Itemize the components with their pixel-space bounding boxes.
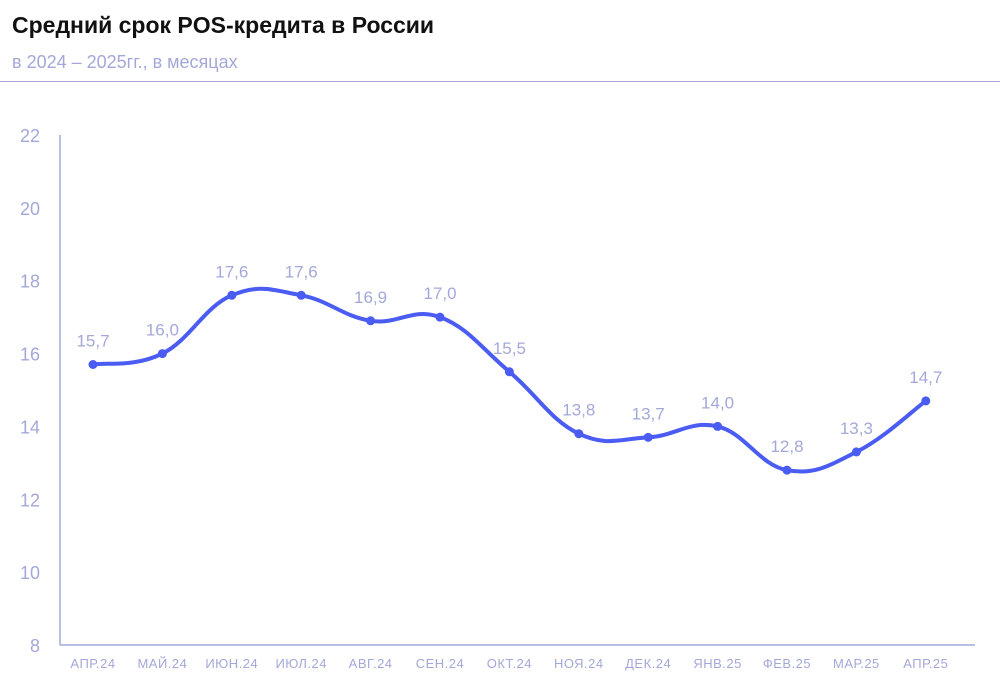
x-tick-label: ОКТ.24 xyxy=(487,656,532,671)
header-divider xyxy=(0,81,1000,82)
x-tick-label: АПР.24 xyxy=(70,656,115,671)
data-point xyxy=(504,367,514,377)
y-tick-label: 8 xyxy=(30,636,40,656)
x-tick-label: ИЮН.24 xyxy=(205,656,258,671)
data-point xyxy=(435,312,445,322)
x-tick-label: СЕН.24 xyxy=(416,656,465,671)
data-point xyxy=(921,396,931,406)
x-tick-label: МАР.25 xyxy=(833,656,880,671)
data-point xyxy=(851,447,861,457)
chart-subtitle: в 2024 – 2025гг., в месяцах xyxy=(12,52,238,72)
data-label: 14,7 xyxy=(909,368,942,387)
data-point xyxy=(88,360,98,369)
y-tick-label: 22 xyxy=(20,126,40,146)
x-tick-label: ИЮЛ.24 xyxy=(275,656,327,671)
y-tick-label: 10 xyxy=(20,563,40,583)
data-label: 17,6 xyxy=(285,262,318,281)
y-tick-label: 20 xyxy=(20,199,40,219)
x-tick-label: МАЙ.24 xyxy=(137,656,187,671)
y-tick-label: 12 xyxy=(20,490,40,510)
data-label: 16,0 xyxy=(146,321,179,340)
data-point xyxy=(227,290,237,300)
x-tick-label: НОЯ.24 xyxy=(554,656,604,671)
x-tick-label: ЯНВ.25 xyxy=(693,656,742,671)
data-point xyxy=(782,465,792,475)
data-label: 14,0 xyxy=(701,393,734,412)
data-label: 16,9 xyxy=(354,288,387,307)
x-tick-label: АВГ.24 xyxy=(349,656,393,671)
x-tick-label: ФЕВ.25 xyxy=(763,656,811,671)
data-label: 13,8 xyxy=(562,401,595,420)
data-label: 17,6 xyxy=(215,262,248,281)
chart-title: Средний срок POS-кредита в России xyxy=(12,12,435,38)
data-label: 15,5 xyxy=(493,339,526,358)
data-label: 17,0 xyxy=(423,284,456,303)
y-tick-label: 16 xyxy=(20,345,40,365)
data-point xyxy=(574,429,584,439)
data-label: 15,7 xyxy=(76,332,109,351)
data-point xyxy=(713,421,723,431)
data-label: 12,8 xyxy=(770,437,803,456)
data-label: 13,3 xyxy=(840,419,873,438)
x-tick-label: АПР.25 xyxy=(903,656,948,671)
data-point xyxy=(643,432,653,442)
data-point xyxy=(296,290,306,300)
y-tick-label: 14 xyxy=(20,417,40,437)
data-label: 13,7 xyxy=(632,404,665,423)
data-point xyxy=(366,316,376,326)
x-tick-label: ДЕК.24 xyxy=(625,656,671,671)
y-tick-label: 18 xyxy=(20,272,40,292)
data-point xyxy=(157,349,167,359)
